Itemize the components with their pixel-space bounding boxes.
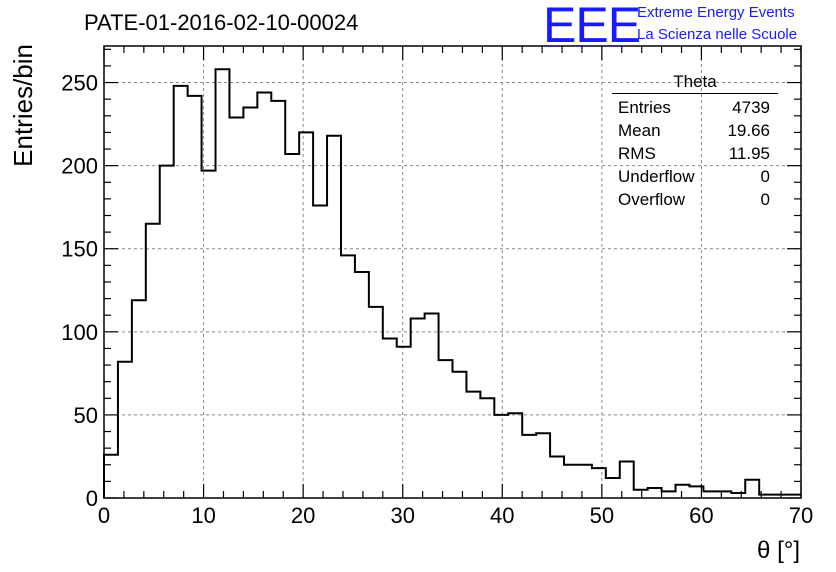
histogram-bin xyxy=(411,319,425,498)
histogram-bin xyxy=(174,86,188,498)
eee-logo: EEE xyxy=(543,0,641,53)
y-tick-label: 150 xyxy=(61,237,98,262)
histogram-bin xyxy=(104,455,118,498)
x-tick-label: 20 xyxy=(291,503,315,528)
stats-row-entries: Entries 4739 xyxy=(612,96,778,119)
histogram-bin xyxy=(160,166,174,498)
histogram-bin xyxy=(313,206,327,498)
histogram-bin xyxy=(216,69,230,498)
y-axis-label: Entries/bin xyxy=(8,44,38,167)
histogram-bin xyxy=(299,132,313,498)
x-axis-label: θ [°] xyxy=(757,537,800,564)
stats-label: Entries xyxy=(618,98,671,117)
histogram-bin xyxy=(271,101,285,498)
histogram-bin xyxy=(592,468,606,498)
stats-row-mean: Mean 19.66 xyxy=(612,119,778,142)
histogram-bin xyxy=(229,117,243,498)
histogram-bin xyxy=(132,300,146,498)
x-tick-label: 10 xyxy=(191,503,215,528)
stats-value: 0 xyxy=(760,167,770,186)
histogram-bin xyxy=(327,136,341,498)
histogram-bin xyxy=(355,272,369,498)
stats-value: 0 xyxy=(760,190,770,209)
stats-label: RMS xyxy=(618,144,656,163)
y-tick-label: 200 xyxy=(61,154,98,179)
histogram-bin xyxy=(243,107,257,498)
stats-label: Overflow xyxy=(618,190,686,209)
histogram-bin xyxy=(285,154,299,498)
stats-value: 4739 xyxy=(732,98,770,117)
stats-value: 19.66 xyxy=(727,121,770,140)
axis-tick-labels: 0 10 20 30 40 50 60 70 0 50 100 150 200 250 xyxy=(61,71,813,528)
stats-label: Mean xyxy=(618,121,661,140)
histogram-bin xyxy=(494,415,508,498)
stats-box: Theta Entries 4739 Mean 19.66 RMS 11.95 … xyxy=(612,72,778,211)
histogram-bin xyxy=(257,93,271,498)
histogram-bin xyxy=(578,465,592,498)
histogram-bin xyxy=(369,307,383,498)
histogram-bin xyxy=(676,485,690,498)
y-tick-label: 50 xyxy=(74,403,98,428)
histogram-bin xyxy=(703,491,717,498)
stats-row-overflow: Overflow 0 xyxy=(612,188,778,211)
histogram-bin xyxy=(606,478,620,498)
histogram-bin xyxy=(662,491,676,498)
histogram-bin xyxy=(118,362,132,498)
plot-frame xyxy=(103,45,802,499)
x-tick-label: 60 xyxy=(689,503,713,528)
histogram-bin xyxy=(146,224,160,498)
histogram-bin xyxy=(188,96,202,498)
histogram-bin xyxy=(536,433,550,498)
histogram-bin xyxy=(439,360,453,498)
chart-title: PATE-01-2016-02-10-00024 xyxy=(84,10,359,35)
histogram-bin xyxy=(453,372,467,498)
histogram-bin xyxy=(634,490,648,498)
stats-row-rms: RMS 11.95 xyxy=(612,142,778,165)
histogram-bin xyxy=(202,171,216,498)
stats-value: 11.95 xyxy=(728,144,770,163)
plot-border xyxy=(103,45,802,499)
histogram-bin xyxy=(745,480,759,498)
stats-row-underflow: Underflow 0 xyxy=(612,165,778,188)
histogram-bin xyxy=(480,398,494,498)
histogram-bin xyxy=(522,435,536,498)
histogram-bin xyxy=(564,465,578,498)
stats-title: Theta xyxy=(612,72,778,94)
y-tick-label: 100 xyxy=(61,320,98,345)
logo-line-2: La Scienza nelle Scuole xyxy=(637,26,798,43)
histogram-bin xyxy=(508,413,522,498)
x-tick-label: 0 xyxy=(98,503,110,528)
histogram-bin xyxy=(425,314,439,498)
x-tick-label: 40 xyxy=(490,503,514,528)
histogram-bin xyxy=(648,488,662,498)
y-tick-label: 250 xyxy=(61,71,98,96)
grid-lines xyxy=(104,46,801,498)
stats-label: Underflow xyxy=(618,167,695,186)
histogram-bin xyxy=(397,347,411,498)
histogram-bin xyxy=(466,392,480,498)
y-tick-label: 0 xyxy=(86,486,98,511)
histogram-bin xyxy=(383,338,397,498)
histogram-bin xyxy=(717,491,731,498)
x-tick-label: 70 xyxy=(789,503,813,528)
x-tick-label: 50 xyxy=(590,503,614,528)
histogram-bin xyxy=(341,255,355,498)
logo-line-1: Extreme Energy Events xyxy=(637,4,795,21)
x-tick-label: 30 xyxy=(390,503,414,528)
axis-ticks xyxy=(103,46,802,499)
